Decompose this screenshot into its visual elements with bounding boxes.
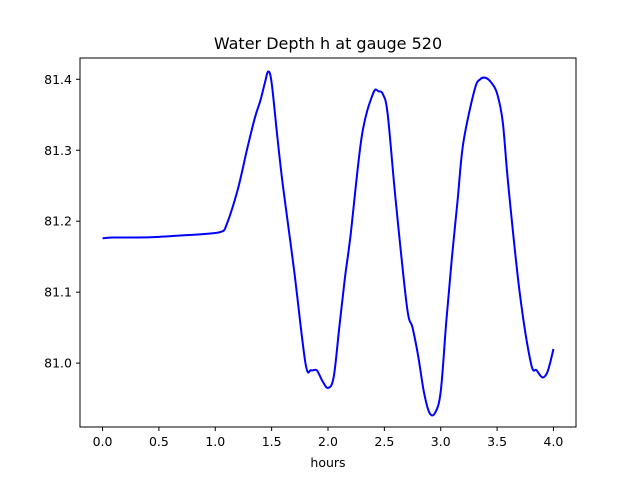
x-tick-label: 1.0	[205, 434, 225, 449]
x-axis-label: hours	[310, 455, 345, 470]
x-tick-label: 3.0	[431, 434, 451, 449]
y-tick-label: 81.3	[44, 143, 72, 158]
x-tick-label: 0.5	[149, 434, 169, 449]
x-tick-label: 0.0	[93, 434, 113, 449]
y-tick-label: 81.0	[44, 356, 72, 371]
x-axis-ticks: 0.0 0.5 1.0 1.5 2.0 2.5 3.0 3.5 4.0	[93, 427, 564, 449]
y-axis-ticks: 81.0 81.1 81.2 81.3 81.4	[44, 72, 80, 371]
x-tick-label: 1.5	[262, 434, 282, 449]
x-tick-label: 2.5	[374, 434, 394, 449]
y-tick-label: 81.4	[44, 72, 72, 87]
x-tick-label: 3.5	[487, 434, 507, 449]
y-tick-label: 81.1	[44, 285, 72, 300]
x-tick-label: 2.0	[318, 434, 338, 449]
water-depth-line	[102, 70, 555, 417]
chart-title: Water Depth h at gauge 520	[214, 34, 442, 53]
x-tick-label: 4.0	[544, 434, 564, 449]
series-layer	[102, 70, 555, 417]
y-tick-label: 81.2	[44, 214, 72, 229]
